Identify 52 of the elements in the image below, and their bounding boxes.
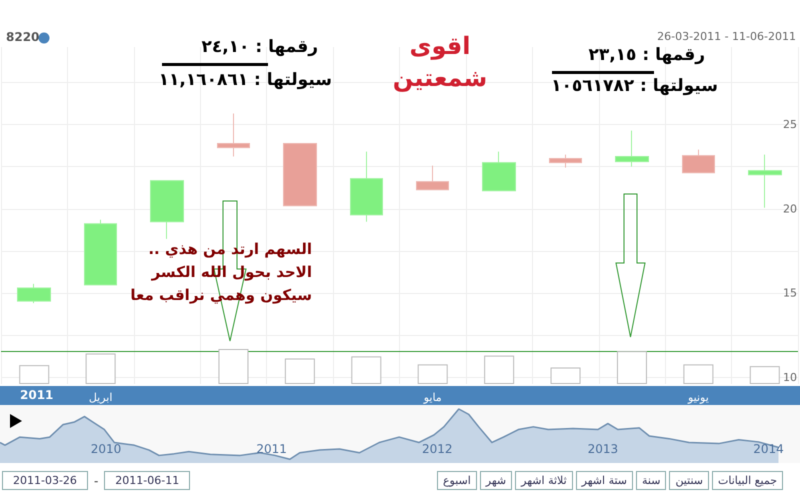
x-tick-label: يونيو bbox=[686, 391, 709, 404]
annotation: سيولتها : ١١,١٦٠٨٦١ bbox=[158, 70, 332, 90]
text: - bbox=[94, 474, 98, 488]
text: شهر bbox=[480, 471, 512, 490]
text: ثلاثة اشهر bbox=[515, 471, 573, 490]
candlestick bbox=[748, 154, 782, 208]
y-tick-label: 20 bbox=[783, 202, 797, 216]
text: ستة اشهر bbox=[576, 471, 633, 490]
candlestick bbox=[482, 151, 516, 192]
candlestick bbox=[217, 113, 250, 158]
bar bbox=[19, 365, 50, 384]
text: 26-03-2011 - 11-06-2011 bbox=[657, 30, 796, 43]
x-tick-label: مايو bbox=[422, 391, 442, 404]
text: 8220 bbox=[6, 30, 40, 44]
candlestick bbox=[549, 154, 582, 168]
bar bbox=[750, 366, 780, 384]
bar bbox=[351, 356, 382, 384]
annotation: رقمها : ٢٤,١٠ bbox=[201, 37, 318, 57]
candlestick bbox=[682, 149, 715, 174]
bar bbox=[484, 356, 514, 384]
text: 2011-06-11 bbox=[104, 471, 190, 490]
y-tick-label: 25 bbox=[783, 118, 797, 132]
text: سنة bbox=[636, 471, 666, 490]
text: اسبوع bbox=[436, 471, 477, 490]
text: 2011-03-26 bbox=[2, 471, 88, 490]
x-tick-label: 2012 bbox=[422, 442, 453, 456]
candlestick bbox=[283, 143, 317, 206]
bar bbox=[284, 358, 315, 384]
y-tick-label: 10 bbox=[783, 370, 797, 384]
bar bbox=[616, 351, 647, 384]
bar bbox=[683, 364, 714, 384]
text: جميع البيانات bbox=[712, 471, 783, 490]
annotation: رقمها : ٢٣,١٥ bbox=[588, 45, 705, 65]
bar bbox=[550, 368, 581, 384]
candlestick bbox=[17, 283, 51, 304]
x-tick-label: 2014 bbox=[753, 442, 784, 456]
x-tick-label: 2011 bbox=[256, 442, 287, 456]
bar bbox=[418, 364, 448, 384]
x-tick-label: ابريل bbox=[88, 391, 112, 404]
x-tick-label: 2013 bbox=[588, 442, 618, 456]
bar bbox=[218, 349, 248, 384]
candlestick bbox=[150, 180, 184, 240]
x-tick-label: 2010 bbox=[90, 442, 122, 456]
text: سنتين bbox=[669, 471, 709, 490]
annotation: سيولتها : ١٠٥٦١٧٨٢ bbox=[551, 76, 718, 96]
bar bbox=[86, 354, 116, 384]
annotation: اقوى شمعتين bbox=[392, 31, 488, 94]
candlestick bbox=[84, 219, 117, 286]
y-tick-label: 15 bbox=[783, 286, 797, 300]
candlestick bbox=[416, 165, 449, 190]
candlestick bbox=[350, 151, 383, 222]
candlestick bbox=[615, 130, 649, 168]
